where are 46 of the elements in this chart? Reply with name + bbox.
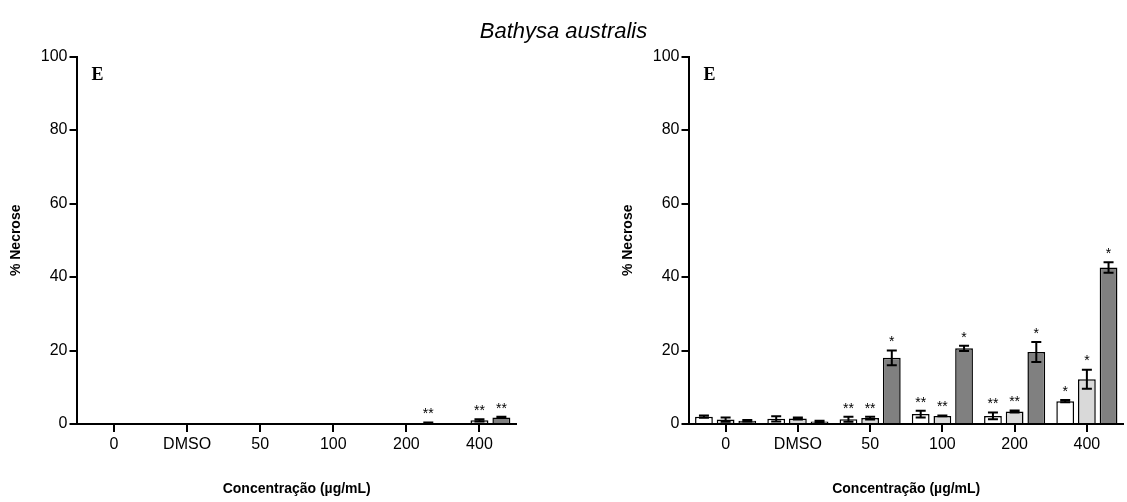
data-label: * [1084, 352, 1091, 369]
data-label: ** [987, 395, 999, 412]
y-tick-label: 80 [661, 120, 680, 138]
data-label: * [889, 333, 896, 350]
y-tick-label: 100 [40, 47, 68, 65]
y-tick-label: 40 [661, 267, 680, 285]
x-tick-label: DMSO [773, 435, 822, 453]
y-tick-label: 20 [661, 340, 680, 358]
y-tick-label: 0 [670, 414, 680, 432]
y-axis-title: % Necrose [7, 204, 24, 277]
x-axis-title: Concentração (µg/mL) [832, 480, 981, 497]
data-label: ** [474, 402, 486, 419]
data-label: * [1033, 324, 1040, 341]
data-label: ** [422, 405, 435, 422]
x-tick-label: 50 [251, 435, 270, 453]
data-label: ** [864, 399, 877, 416]
y-tick-label: 20 [49, 340, 68, 358]
y-tick-label: 60 [49, 193, 68, 211]
x-tick-label: 100 [319, 435, 347, 453]
data-label: ** [842, 399, 855, 416]
y-tick-label: 0 [58, 414, 68, 432]
x-tick-label: 200 [393, 435, 420, 453]
data-label: * [961, 328, 968, 345]
y-axis-title: % Necrose [619, 204, 636, 277]
x-tick-label: 400 [466, 435, 493, 453]
data-label: ** [1009, 393, 1021, 410]
data-label: ** [936, 398, 949, 415]
x-tick-label: 100 [929, 435, 956, 453]
annotation: E [91, 64, 104, 85]
data-label: * [1105, 245, 1112, 262]
data-label: ** [495, 399, 508, 416]
x-tick-label: DMSO [163, 435, 212, 453]
x-tick-label: 0 [721, 435, 731, 453]
x-tick-label: 200 [1001, 435, 1029, 453]
y-tick-label: 60 [661, 193, 680, 211]
x-axis-title: Concentração (µg/mL) [222, 480, 371, 497]
text: Bathysa australis [478, 18, 649, 44]
annotation: E [703, 64, 716, 85]
x-tick-label: 0 [109, 435, 119, 453]
y-tick-label: 40 [49, 267, 68, 285]
data-label: ** [915, 393, 927, 410]
y-tick-label: 100 [652, 47, 680, 65]
x-tick-label: 400 [1073, 435, 1101, 453]
y-tick-label: 80 [49, 120, 68, 138]
x-tick-label: 50 [861, 435, 880, 453]
data-label: * [1062, 382, 1069, 399]
